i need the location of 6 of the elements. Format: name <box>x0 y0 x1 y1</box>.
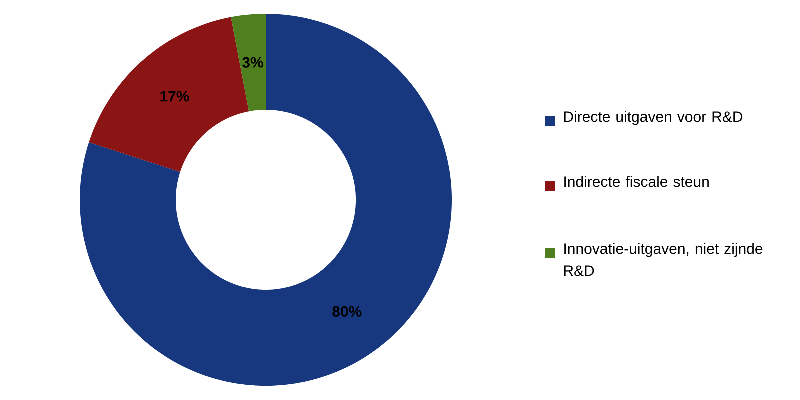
data-label: 17% <box>160 91 190 102</box>
legend-label: Indirecte fiscale steun <box>564 176 709 188</box>
data-label: 3% <box>242 57 264 68</box>
data-label: 80% <box>332 306 362 317</box>
legend-label: Innovatie-uitgaven, niet zijnde R&D <box>564 243 763 276</box>
legend-label: Directe uitgaven voor R&D <box>564 111 743 126</box>
